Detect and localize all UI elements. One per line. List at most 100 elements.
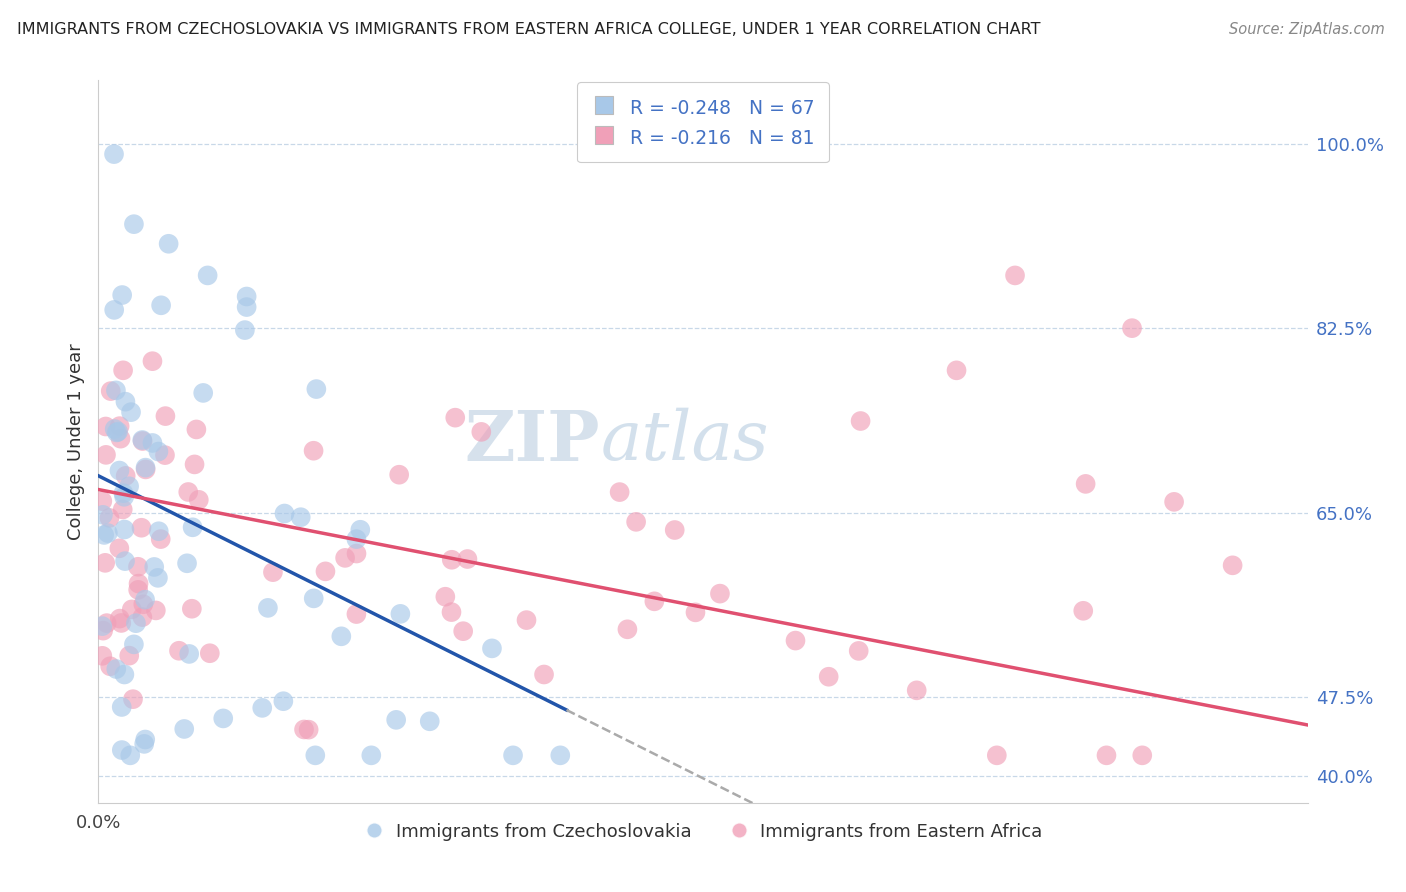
Point [111,502,134,516]
Point [945,363,967,377]
Point [108,541,131,556]
Point [149,532,172,546]
Point [100,384,122,398]
Point [302,443,325,458]
Text: ZIP: ZIP [465,408,600,475]
Text: Source: ZipAtlas.com: Source: ZipAtlas.com [1229,22,1385,37]
Point [146,571,169,585]
Point [93,528,115,542]
Point [533,667,555,681]
Point [481,641,503,656]
Point [112,667,135,681]
Point [134,732,156,747]
Point [298,723,321,737]
Point [177,485,200,500]
Point [273,507,295,521]
Point [548,748,571,763]
Point [385,713,408,727]
Point [314,565,336,579]
Point [134,592,156,607]
Point [181,520,204,534]
Point [685,606,707,620]
Point [187,492,209,507]
Point [252,701,274,715]
Point [344,607,367,621]
Point [145,603,167,617]
Point [273,694,295,708]
Point [103,302,125,317]
Point [388,467,411,482]
Point [1130,748,1153,763]
Point [127,582,149,597]
Point [112,490,135,504]
Point [434,590,457,604]
Point [108,611,131,625]
Point [440,605,463,619]
Point [131,434,153,448]
Point [905,683,928,698]
Point [183,458,205,472]
Point [94,556,117,570]
Point [1074,476,1097,491]
Point [180,601,202,615]
Point [262,565,284,579]
Point [110,432,132,446]
Point [624,515,647,529]
Y-axis label: College, Under 1 year: College, Under 1 year [66,343,84,540]
Point [91,619,114,633]
Point [451,624,474,639]
Point [664,523,686,537]
Point [176,556,198,570]
Point [198,646,221,660]
Point [91,648,114,663]
Point [122,637,145,651]
Point [360,748,382,763]
Point [98,511,121,525]
Point [114,523,136,537]
Point [108,464,131,478]
Point [120,748,142,763]
Point [107,425,129,439]
Point [112,486,135,500]
Point [1095,748,1118,763]
Point [114,468,136,483]
Point [150,298,173,312]
Point [135,462,157,476]
Point [96,616,118,631]
Point [91,508,114,522]
Point [1222,558,1244,573]
Point [709,586,731,600]
Point [157,236,180,251]
Point [143,560,166,574]
Point [108,419,131,434]
Point [785,633,807,648]
Point [134,460,156,475]
Point [141,354,163,368]
Point [91,494,114,508]
Point [148,444,170,458]
Point [609,485,631,500]
Point [346,532,368,546]
Point [330,629,353,643]
Point [98,659,121,673]
Point [179,647,201,661]
Point [131,521,153,535]
Point [111,743,134,757]
Point [103,147,125,161]
Point [131,433,153,447]
Point [125,616,148,631]
Point [104,384,127,398]
Point [155,409,177,423]
Point [91,624,114,638]
Point [105,425,128,440]
Point [849,414,872,428]
Point [346,547,368,561]
Point [120,405,142,419]
Text: IMMIGRANTS FROM CZECHOSLOVAKIA VS IMMIGRANTS FROM EASTERN AFRICA COLLEGE, UNDER : IMMIGRANTS FROM CZECHOSLOVAKIA VS IMMIGR… [17,22,1040,37]
Point [515,613,537,627]
Point [104,422,127,436]
Point [986,748,1008,763]
Point [502,748,524,763]
Point [305,382,328,396]
Point [1004,268,1026,283]
